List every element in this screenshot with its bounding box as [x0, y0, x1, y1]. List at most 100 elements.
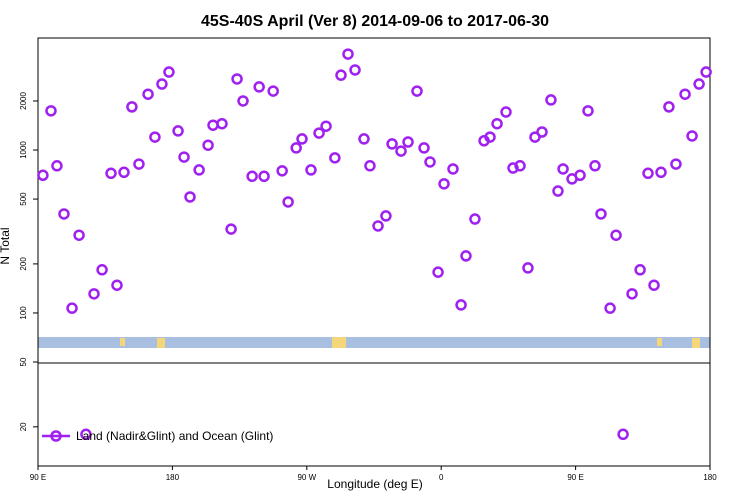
data-point	[484, 131, 496, 143]
data-point	[172, 125, 184, 137]
x-tick-label: 90 E	[30, 473, 46, 482]
data-point	[582, 105, 594, 117]
y-axis-label: N Total	[0, 227, 12, 264]
data-point	[424, 156, 436, 168]
data-point	[364, 160, 376, 172]
data-point	[500, 106, 512, 118]
data-point	[507, 162, 519, 174]
data-point	[282, 196, 294, 208]
data-point	[411, 85, 423, 97]
data-point	[296, 133, 308, 145]
data-point	[184, 191, 196, 203]
data-point	[455, 299, 467, 311]
data-point	[253, 81, 265, 93]
data-point	[66, 302, 78, 314]
data-point	[469, 213, 481, 225]
data-point	[163, 66, 175, 78]
data-point	[545, 94, 557, 106]
data-point	[258, 170, 270, 183]
data-point	[58, 208, 70, 220]
data-point	[329, 152, 341, 164]
data-point	[589, 160, 601, 172]
data-point	[626, 288, 638, 300]
data-point	[372, 220, 384, 232]
x-tick-label: 180	[166, 473, 180, 482]
data-point	[395, 145, 407, 157]
data-point	[96, 264, 108, 276]
data-point	[574, 169, 586, 182]
data-point	[536, 126, 548, 138]
data-point	[432, 266, 444, 278]
data-point	[45, 105, 57, 117]
land-patch	[157, 338, 165, 348]
ocean-strip	[38, 337, 710, 348]
y-tick-label: 2000	[19, 92, 28, 110]
land-patch	[332, 337, 346, 348]
chart-title: 45S-40S April (Ver 8) 2014-09-06 to 2017…	[201, 13, 549, 30]
data-point	[111, 279, 123, 291]
x-tick-label: 90 E	[567, 473, 583, 482]
data-point	[267, 85, 279, 97]
data-point	[73, 229, 85, 241]
data-point	[237, 95, 249, 107]
data-point	[290, 142, 302, 154]
data-point	[276, 165, 288, 177]
x-tick-label: 0	[439, 473, 444, 482]
data-point	[178, 151, 190, 163]
map-strip	[38, 337, 710, 348]
data-point	[37, 169, 49, 182]
x-tick-label: 90 W	[297, 473, 316, 482]
data-point	[634, 264, 646, 276]
data-point	[447, 163, 459, 175]
data-point	[610, 229, 622, 241]
data-point	[358, 133, 370, 145]
legend-label: Land (Nadir&Glint) and Ocean (Glint)	[76, 429, 273, 443]
y-tick-label: 50	[19, 357, 28, 366]
data-point	[648, 279, 660, 291]
data-point	[105, 167, 117, 180]
plot-frame	[37, 37, 711, 467]
data-point	[246, 170, 258, 183]
data-point	[491, 117, 503, 130]
data-point	[142, 88, 154, 100]
data-point	[386, 138, 398, 150]
y-tick-label: 1000	[19, 141, 28, 159]
data-point	[320, 120, 332, 132]
data-point	[418, 142, 430, 154]
data-point	[642, 167, 654, 180]
data-point	[438, 178, 450, 190]
data-point	[402, 136, 414, 148]
data-point	[663, 101, 675, 113]
data-point	[88, 288, 100, 300]
data-point	[149, 131, 161, 143]
y-tick-label: 20	[19, 422, 28, 431]
x-axis-label: Longitude (deg E)	[327, 477, 422, 491]
data-point	[207, 119, 219, 131]
land-patch	[120, 338, 125, 346]
data-point	[617, 428, 629, 441]
data-point	[51, 160, 63, 172]
land-patch	[657, 338, 662, 346]
y-tick-label: 200	[19, 257, 28, 271]
data-point	[156, 78, 168, 90]
data-point	[133, 158, 145, 170]
data-point	[231, 73, 243, 85]
data-point	[514, 160, 526, 172]
data-point	[313, 127, 325, 139]
land-patch	[692, 338, 700, 348]
data-point	[552, 185, 564, 197]
legend-marker	[50, 430, 62, 442]
data-point	[193, 164, 205, 176]
data-point	[604, 302, 616, 314]
data-point	[557, 163, 569, 175]
data-point	[460, 250, 472, 262]
data-point	[342, 48, 354, 60]
data-point	[216, 117, 228, 130]
data-point	[335, 69, 347, 81]
data-point	[118, 166, 130, 179]
x-tick-label: 180	[703, 473, 717, 482]
data-point	[80, 428, 92, 441]
data-point	[679, 88, 691, 100]
